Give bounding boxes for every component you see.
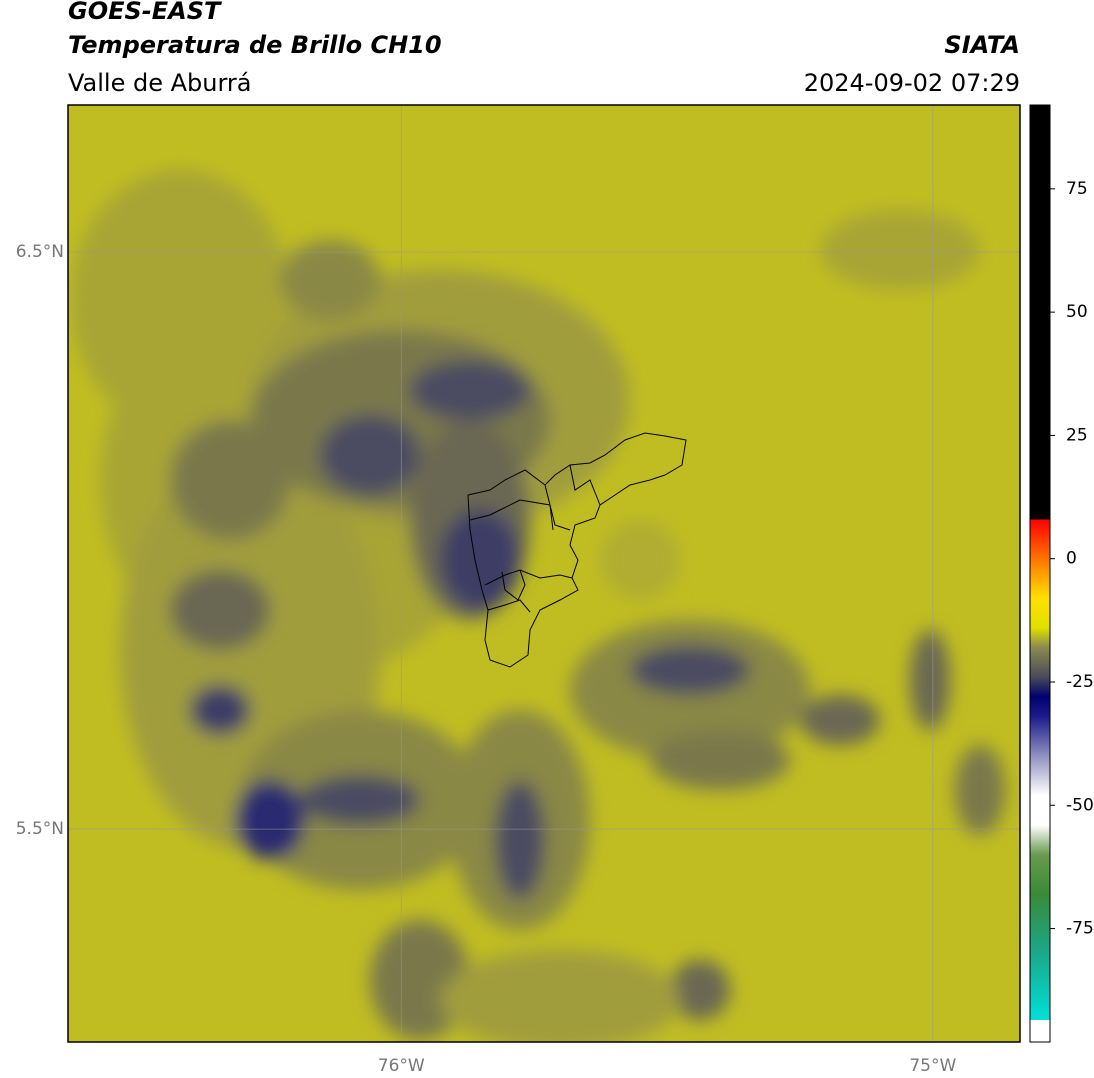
cloud-blob	[190, 685, 250, 735]
cloud-blob	[495, 780, 545, 900]
x-tick-label: 76°W	[378, 1056, 425, 1076]
temperature-field	[68, 105, 1020, 1042]
map-frame	[67, 104, 1021, 1043]
colorbar-tick-label: 0	[1066, 549, 1077, 569]
cloud-blob	[650, 730, 790, 790]
source: SIATA	[944, 31, 1020, 59]
y-tick-label: 6.5°N	[16, 242, 64, 262]
cloud-blob	[820, 210, 980, 290]
region: Valle de Aburrá	[68, 69, 252, 97]
datetime: 2024-09-02 07:29	[804, 69, 1020, 97]
y-tick-label: 5.5°N	[16, 819, 64, 839]
cloud-field	[70, 170, 1005, 1042]
colorbar-tick-label: 75	[1066, 179, 1088, 199]
cloud-blob	[170, 420, 290, 540]
cloud-blob	[670, 960, 730, 1020]
cloud-blob	[800, 695, 880, 745]
x-tick-label: 75°W	[909, 1056, 956, 1076]
cloud-blob	[235, 780, 305, 860]
title: GOES-EAST	[68, 0, 222, 25]
cloud-blob	[955, 745, 1005, 835]
cloud-blob	[410, 360, 530, 420]
colorbar-tick-label: -50	[1066, 795, 1094, 815]
grid	[68, 105, 1020, 1042]
colorbar: 75 50 25 0 -25 -50 -75	[1029, 104, 1094, 1043]
colorbar-tick-label: 25	[1066, 425, 1088, 445]
colorbar-tick-label: -25	[1066, 672, 1094, 692]
cloud-blob	[300, 775, 420, 825]
colorbar-tick-label: -75	[1066, 919, 1094, 939]
colorbar-tick-label: 50	[1066, 302, 1088, 322]
cloud-blob	[320, 415, 420, 495]
cloud-blob	[630, 645, 750, 695]
boundary-lines	[467, 432, 687, 668]
subtitle: Temperatura de Brillo CH10	[68, 31, 442, 59]
cloud-blob	[440, 510, 520, 610]
cloud-blob	[910, 630, 950, 730]
cloud-blob	[170, 570, 270, 650]
cloud-blob	[440, 950, 680, 1042]
colorbar-scale	[1029, 104, 1051, 1043]
cloud-blob	[280, 240, 380, 320]
cloud-blob	[600, 520, 680, 600]
